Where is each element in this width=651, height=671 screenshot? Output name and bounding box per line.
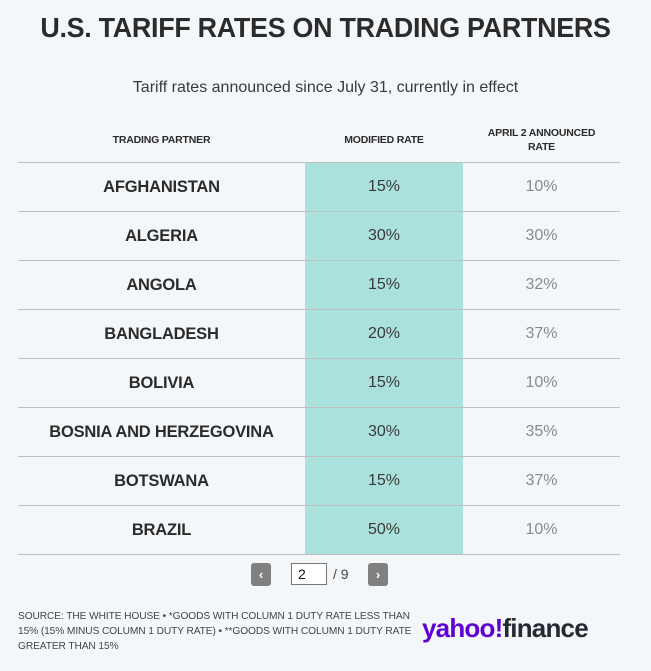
source-note: SOURCE: THE WHITE HOUSE • *GOODS WITH CO… [18, 611, 412, 652]
table-row: BANGLADESH 20% 37% [18, 310, 620, 359]
logo-finance-text: finance [502, 613, 588, 643]
column-header-trading-partner: TRADING PARTNER [112, 134, 211, 146]
page-subtitle: Tariff rates announced since July 31, cu… [132, 79, 519, 96]
partner-cell: BOTSWANA [114, 471, 209, 490]
logo-yahoo-text: yahoo! [422, 613, 503, 643]
partner-cell: BOSNIA AND HERZEGOVINA [49, 422, 274, 441]
column-header-april-rate: APRIL 2 ANNOUNCED RATE [487, 127, 596, 153]
yahoo-finance-logo: yahoo!finance [422, 613, 589, 644]
april-rate-cell: 10% [525, 178, 558, 195]
april-rate-cell: 32% [525, 276, 558, 293]
modified-rate-cell: 15% [305, 359, 463, 407]
pagination: ‹ / 9 › [0, 563, 651, 587]
april-rate-cell: 10% [525, 521, 558, 538]
table-row: ALGERIA 30% 30% [18, 212, 620, 261]
table-header: TRADING PARTNER MODIFIED RATE APRIL 2 AN… [18, 118, 620, 163]
modified-rate-cell: 20% [305, 310, 463, 358]
partner-cell: ALGERIA [125, 226, 198, 245]
page-total: / 9 [333, 566, 349, 582]
modified-rate-cell: 15% [305, 457, 463, 505]
table-row: BRAZIL 50% 10% [18, 506, 620, 555]
chevron-right-icon: › [375, 567, 381, 582]
april-rate-cell: 37% [525, 325, 558, 342]
partner-cell: AFGHANISTAN [103, 177, 220, 196]
table-body: AFGHANISTAN 15% 10% ALGERIA 30% 30% ANGO… [18, 163, 620, 555]
partner-cell: BOLIVIA [128, 373, 195, 392]
table-row: ANGOLA 15% 32% [18, 261, 620, 310]
modified-rate-cell: 30% [305, 408, 463, 456]
next-page-button[interactable]: › [368, 563, 388, 586]
previous-page-button[interactable]: ‹ [251, 563, 271, 586]
chevron-left-icon: ‹ [258, 567, 264, 582]
april-rate-cell: 35% [525, 423, 558, 440]
partner-cell: BRAZIL [131, 520, 192, 539]
table-row: BOTSWANA 15% 37% [18, 457, 620, 506]
table-row: BOSNIA AND HERZEGOVINA 30% 35% [18, 408, 620, 457]
partner-cell: ANGOLA [126, 275, 197, 294]
table-row: BOLIVIA 15% 10% [18, 359, 620, 408]
page-number-input[interactable] [291, 563, 327, 585]
modified-rate-cell: 15% [305, 261, 463, 309]
page-title: U.S. TARIFF RATES ON TRADING PARTNERS [40, 12, 611, 43]
april-rate-cell: 37% [525, 472, 558, 489]
april-rate-cell: 30% [525, 227, 558, 244]
modified-rate-cell: 30% [305, 212, 463, 260]
modified-rate-cell: 15% [305, 163, 463, 211]
april-rate-cell: 10% [525, 374, 558, 391]
table-row: AFGHANISTAN 15% 10% [18, 163, 620, 212]
partner-cell: BANGLADESH [104, 324, 219, 343]
column-header-modified-rate: MODIFIED RATE [344, 134, 424, 146]
modified-rate-cell: 50% [305, 506, 463, 554]
